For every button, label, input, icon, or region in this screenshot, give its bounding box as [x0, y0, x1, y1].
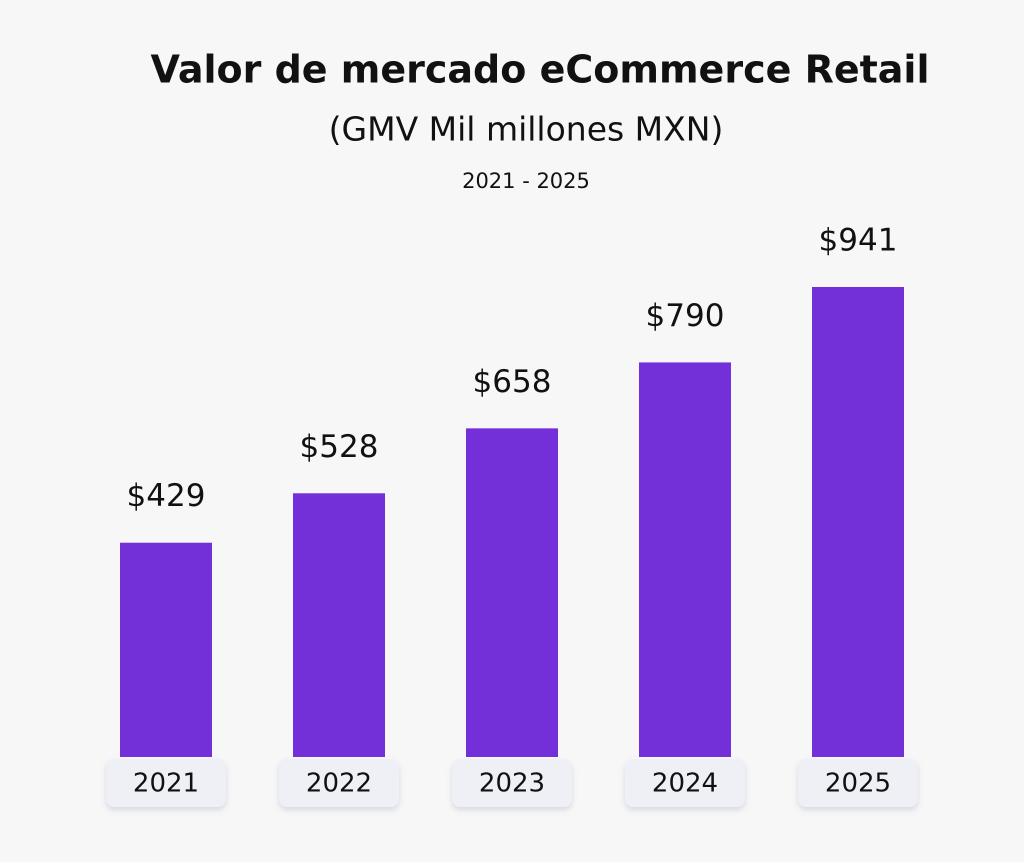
- x-tick-label: 2025: [825, 769, 891, 799]
- value-label: $941: [819, 223, 898, 259]
- category-pill: [106, 759, 226, 807]
- chart-title: Valor de mercado eCommerce Retail: [151, 48, 930, 92]
- x-tick-label: 2022: [306, 769, 372, 799]
- chart-subtitle: (GMV Mil millones MXN): [329, 110, 724, 149]
- bar: [639, 362, 731, 757]
- x-tick-label: 2021: [133, 769, 199, 799]
- category-pill: [798, 759, 918, 807]
- x-tick-label: 2024: [652, 769, 718, 799]
- value-label: $429: [127, 478, 206, 514]
- chart-period: 2021 - 2025: [462, 169, 590, 193]
- bar: [293, 493, 385, 757]
- category-pill: [625, 759, 745, 807]
- bar: [466, 428, 558, 757]
- value-label: $790: [646, 298, 725, 334]
- bar: [812, 287, 904, 757]
- category-pill: [452, 759, 572, 807]
- x-tick-label: 2023: [479, 769, 545, 799]
- value-label: $528: [300, 429, 379, 465]
- bar: [120, 542, 212, 757]
- category-pill: [279, 759, 399, 807]
- value-label: $658: [473, 364, 552, 400]
